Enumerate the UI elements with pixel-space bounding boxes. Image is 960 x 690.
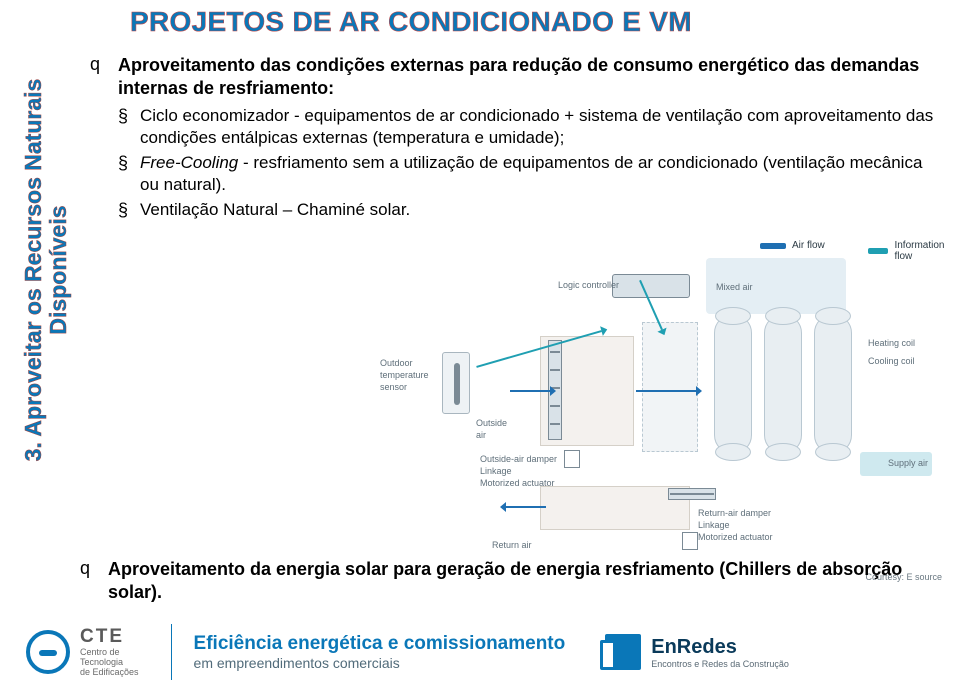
- heating-coil-label: Heating coil: [868, 338, 915, 348]
- outdoor-temp-sensor: [442, 352, 470, 414]
- sensor-label-l2: temperature: [380, 370, 429, 380]
- legend-infoflow: Information flow: [868, 240, 950, 262]
- q1-item-3-text: Ventilação Natural – Chaminé solar.: [140, 199, 945, 221]
- linkage1-label: Linkage: [480, 466, 512, 476]
- motor-act2-label: Motorized actuator: [698, 532, 773, 542]
- diagram-legend: Air flow Information flow: [760, 240, 825, 253]
- coil-cell-2: [764, 314, 802, 454]
- outside-air-label-1: Outside: [476, 418, 507, 428]
- legend-airflow: Air flow: [760, 240, 825, 251]
- coil-cell-1: [714, 314, 752, 454]
- cte-sub-l3: de Edificações: [80, 668, 139, 678]
- enredes-text: EnRedes Encontros e Redes da Construção: [651, 636, 789, 669]
- bullet-q2-block: q Aproveitamento da energia solar para g…: [80, 558, 940, 613]
- content-body: q Aproveitamento das condições externas …: [90, 54, 945, 236]
- bullet-body: Aproveitamento das condições externas pa…: [118, 54, 945, 226]
- slide-title: PROJETOS DE AR CONDICIONADO E VM: [130, 6, 692, 38]
- bullet-body: Aproveitamento da energia solar para ger…: [108, 558, 940, 603]
- q1-item-2-rest: - resfriamento sem a utilização de equip…: [140, 153, 922, 194]
- q2-head: Aproveitamento da energia solar para ger…: [108, 558, 940, 603]
- outside-air-damper-label: Outside-air damper: [480, 454, 557, 464]
- legend-infoflow-label: Information flow: [894, 240, 950, 262]
- enredes-sub: Encontros e Redes da Construção: [651, 659, 789, 669]
- infoflow-swatch: [868, 248, 888, 254]
- linkage2-label: Linkage: [698, 520, 730, 530]
- return-air-damper: [668, 488, 716, 500]
- cte-text: CTE Centro de Tecnologia de Edificações: [80, 626, 139, 678]
- airflow-arrow-2: [636, 390, 696, 392]
- enredes-logo-icon: [605, 634, 641, 670]
- sidebar-heading: 3. Aproveitar os Recursos Naturais Dispo…: [20, 10, 72, 530]
- airflow-swatch: [760, 243, 786, 249]
- return-air-label: Return air: [492, 540, 532, 550]
- footer-separator: [171, 624, 172, 680]
- q1-item-3: § Ventilação Natural – Chaminé solar.: [118, 199, 945, 222]
- enredes-brand: EnRedes: [651, 636, 789, 659]
- slide-root: PROJETOS DE AR CONDICIONADO E VM 3. Apro…: [0, 0, 960, 690]
- bullet-q2: q Aproveitamento da energia solar para g…: [80, 558, 940, 603]
- section-mark: §: [118, 199, 140, 222]
- return-air-damper-label: Return-air damper: [698, 508, 771, 518]
- hvac-diagram: Air flow Information flow Logic controll…: [380, 240, 950, 590]
- supply-air-label: Supply air: [888, 458, 928, 468]
- mixed-air-label: Mixed air: [716, 282, 753, 292]
- bullet-mark: q: [80, 558, 108, 579]
- airflow-arrow-3: [506, 506, 546, 508]
- q1-item-1-text: Ciclo economizador - equipamentos de ar …: [140, 105, 945, 149]
- logic-controller-label: Logic controller: [558, 280, 619, 290]
- mixed-air-box: [642, 322, 698, 452]
- footer-mid-l2: em empreendimentos comerciais: [194, 655, 566, 671]
- bullet-mark: q: [90, 54, 118, 75]
- sidebar-line1: 3. Aproveitar os Recursos Naturais: [20, 10, 47, 530]
- coil-cell-3: [814, 314, 852, 454]
- logic-controller-box: [612, 274, 690, 298]
- outside-air-label-2: air: [476, 430, 486, 440]
- bullet-q1: q Aproveitamento das condições externas …: [90, 54, 945, 226]
- cte-logo-icon: [26, 630, 70, 674]
- footer-mid: Eficiência energética e comissionamento …: [194, 633, 566, 671]
- sidebar-line2: Disponíveis: [45, 10, 72, 530]
- q1-item-2-text: Free-Cooling - resfriamento sem a utiliz…: [140, 152, 945, 196]
- footer-mid-l1: Eficiência energética e comissionamento: [194, 633, 566, 655]
- cte-brand: CTE: [80, 626, 139, 648]
- q1-head: Aproveitamento das condições externas pa…: [118, 54, 945, 99]
- slide-title-text: PROJETOS DE AR CONDICIONADO E VM: [130, 6, 692, 37]
- sensor-label-l3: sensor: [380, 382, 407, 392]
- section-mark: §: [118, 152, 140, 175]
- cooling-coil-label: Cooling coil: [868, 356, 915, 366]
- return-motorized-actuator: [682, 532, 698, 550]
- cte-block: CTE Centro de Tecnologia de Edificações: [26, 626, 139, 678]
- q1-item-2-italic: Free-Cooling: [140, 153, 238, 172]
- footer: CTE Centro de Tecnologia de Edificações …: [0, 624, 960, 680]
- enredes-block: EnRedes Encontros e Redes da Construção: [605, 634, 789, 670]
- q1-item-1: § Ciclo economizador - equipamentos de a…: [118, 105, 945, 149]
- legend-airflow-label: Air flow: [792, 240, 825, 251]
- sensor-label-l1: Outdoor: [380, 358, 413, 368]
- section-mark: §: [118, 105, 140, 128]
- q1-sublist: § Ciclo economizador - equipamentos de a…: [118, 105, 945, 223]
- outside-motorized-actuator: [564, 450, 580, 468]
- airflow-arrow-1: [510, 390, 550, 392]
- motor-act1-label: Motorized actuator: [480, 478, 555, 488]
- q1-item-2: § Free-Cooling - resfriamento sem a util…: [118, 152, 945, 196]
